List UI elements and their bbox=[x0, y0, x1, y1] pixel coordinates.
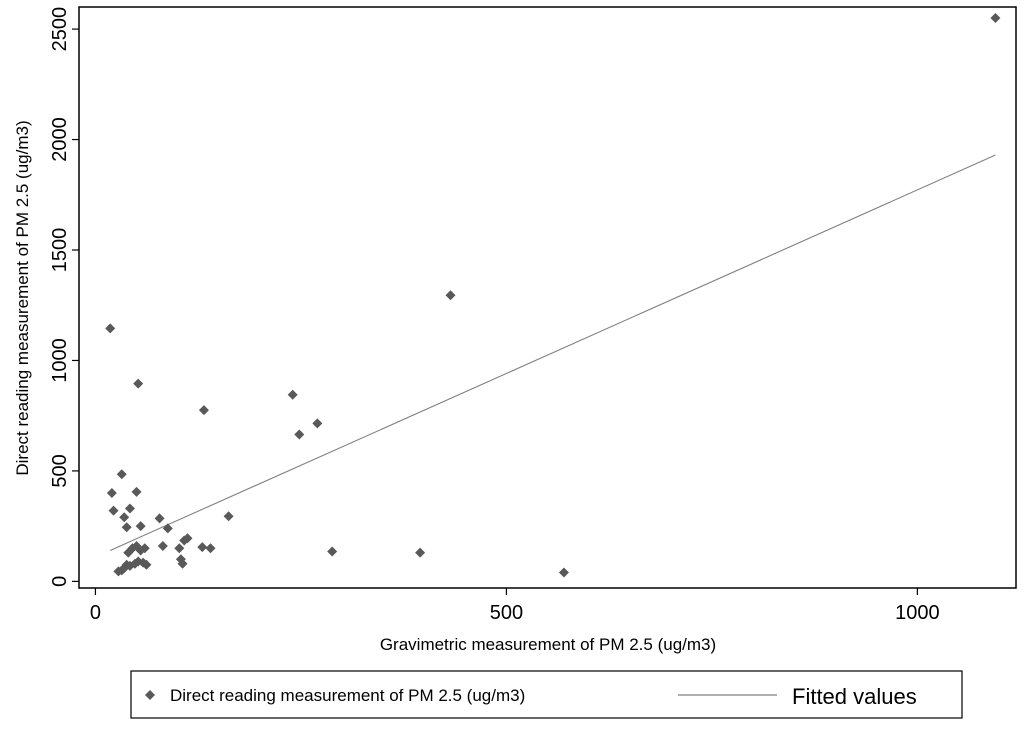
y-tick-label: 2500 bbox=[49, 7, 71, 52]
scatter-point bbox=[106, 488, 117, 499]
scatter-point bbox=[198, 405, 209, 416]
scatter-point bbox=[141, 559, 152, 570]
legend-label-direct: Direct reading measurement of PM 2.5 (ug… bbox=[170, 686, 525, 705]
y-axis-title: Direct reading measurement of PM 2.5 (ug… bbox=[13, 120, 32, 475]
scatter-point bbox=[177, 558, 188, 569]
scatter-point bbox=[205, 543, 216, 554]
legend-diamond-icon bbox=[145, 690, 155, 700]
scatter-point bbox=[139, 543, 150, 554]
scatter-point bbox=[131, 486, 142, 497]
scatter-point bbox=[445, 290, 456, 301]
scatter-point bbox=[162, 523, 173, 534]
scatter-point bbox=[124, 503, 135, 514]
scatter-point bbox=[197, 542, 208, 553]
scatter-point bbox=[182, 533, 193, 544]
scatter-point bbox=[174, 543, 185, 554]
fitted-line-layer bbox=[110, 154, 996, 551]
x-axis-ticks: 0 500 1000 bbox=[90, 588, 940, 624]
x-axis-title: Gravimetric measurement of PM 2.5 (ug/m3… bbox=[380, 635, 716, 654]
scatter-point bbox=[415, 547, 426, 558]
scatter-points-layer bbox=[105, 13, 1001, 578]
scatter-point bbox=[157, 541, 168, 552]
y-axis-ticks: 0 500 1000 1500 2000 2500 bbox=[49, 7, 79, 587]
scatter-point bbox=[105, 323, 116, 334]
scatter-point bbox=[154, 513, 165, 524]
y-tick-label: 2000 bbox=[49, 117, 71, 162]
legend-label-fitted: Fitted values bbox=[792, 684, 917, 709]
fitted-values-line bbox=[110, 154, 996, 551]
scatter-point bbox=[990, 13, 1001, 24]
plot-frame bbox=[78, 6, 1017, 589]
y-tick-label: 1500 bbox=[49, 228, 71, 272]
scatter-point bbox=[558, 567, 569, 578]
legend-box bbox=[130, 670, 963, 719]
x-tick-label: 1000 bbox=[895, 602, 940, 624]
legend: Direct reading measurement of PM 2.5 (ug… bbox=[130, 670, 963, 719]
scatter-point bbox=[119, 563, 130, 574]
scatter-point bbox=[327, 546, 338, 557]
scatter-point bbox=[119, 512, 130, 523]
scatter-point bbox=[312, 418, 323, 429]
scatter-point bbox=[135, 521, 146, 532]
y-tick-label: 1000 bbox=[49, 338, 71, 383]
x-tick-label: 0 bbox=[90, 602, 101, 624]
scatter-point bbox=[133, 378, 144, 389]
x-tick-label: 500 bbox=[490, 602, 523, 624]
scatter-point bbox=[108, 505, 119, 516]
scatter-point bbox=[223, 511, 234, 522]
y-tick-label: 500 bbox=[49, 454, 71, 487]
scatter-point bbox=[121, 522, 132, 533]
y-tick-label: 0 bbox=[49, 576, 71, 587]
scatter-point bbox=[294, 429, 305, 440]
scatter-point bbox=[116, 469, 127, 480]
scatter-point bbox=[287, 389, 298, 400]
